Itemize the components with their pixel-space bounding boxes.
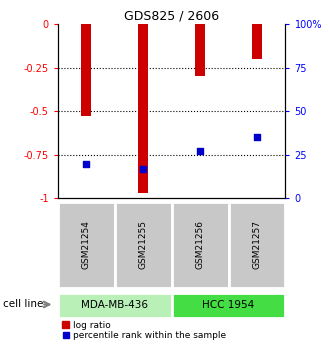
Point: [141, 166, 146, 171]
Title: GDS825 / 2606: GDS825 / 2606: [124, 10, 219, 23]
Text: MDA-MB-436: MDA-MB-436: [81, 300, 148, 310]
Text: GSM21255: GSM21255: [139, 220, 148, 269]
Legend: log ratio, percentile rank within the sample: log ratio, percentile rank within the sa…: [62, 321, 226, 341]
Bar: [138, 24, 148, 193]
Bar: [228, 202, 285, 288]
Point: [83, 161, 89, 166]
Text: GSM21257: GSM21257: [252, 220, 261, 269]
Bar: [58, 202, 115, 288]
Point: [197, 149, 203, 154]
Point: [254, 135, 260, 140]
Bar: [195, 24, 205, 77]
Bar: [172, 293, 285, 318]
Bar: [172, 202, 228, 288]
Text: GSM21254: GSM21254: [82, 220, 91, 269]
Bar: [81, 24, 91, 117]
Bar: [252, 24, 262, 59]
Bar: [115, 202, 172, 288]
Bar: [58, 293, 172, 318]
Text: HCC 1954: HCC 1954: [202, 300, 255, 310]
Text: cell line: cell line: [3, 299, 44, 309]
Text: GSM21256: GSM21256: [196, 220, 205, 269]
